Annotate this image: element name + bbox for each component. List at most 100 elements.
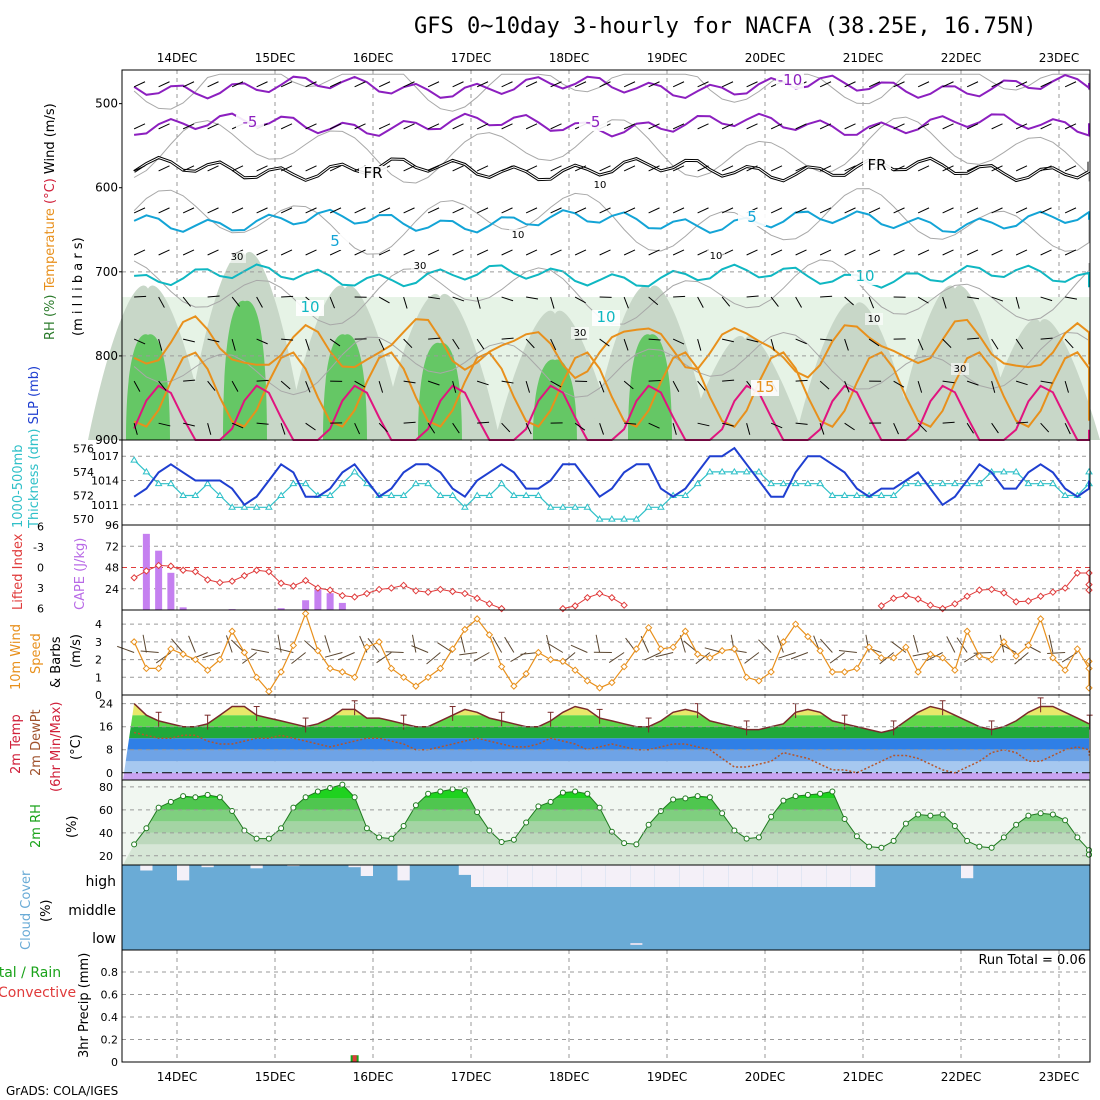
date-label-top: 17DEC xyxy=(451,51,491,65)
wind-speed-marker xyxy=(289,641,298,650)
cloud-high-gap xyxy=(397,865,410,881)
wind-barb xyxy=(623,81,636,88)
wind-ylabel-3: & Barbs xyxy=(49,636,64,688)
cloud-high-gap xyxy=(667,865,680,887)
rh-marker xyxy=(253,835,260,842)
wind-barb xyxy=(966,123,979,130)
wind-barb xyxy=(231,422,244,429)
wind-barb xyxy=(182,165,195,172)
wind-barb xyxy=(623,249,636,256)
wind-barb xyxy=(672,123,685,130)
wind-barb xyxy=(1015,81,1028,88)
wind-barb xyxy=(599,207,611,214)
lifted-index-marker xyxy=(301,576,310,585)
thickness-marker xyxy=(803,479,812,487)
wind-speed-marker xyxy=(1061,666,1069,674)
wind-barb-10m xyxy=(946,636,956,653)
wind-barb xyxy=(746,295,759,298)
wind-speed-marker xyxy=(742,673,751,681)
wind-tick: 1 xyxy=(95,671,102,684)
wind-barb xyxy=(329,81,342,88)
upper-air-panel: -10 -5 -5 FR FR 5 5 10 10 10 15 30 30 30 30 10 10 10 10 500… xyxy=(43,71,1100,447)
wind-speed-marker xyxy=(1036,615,1045,623)
panel-frames xyxy=(121,69,1091,1063)
temp-band xyxy=(123,749,1089,762)
lifted-index-marker xyxy=(1049,588,1057,596)
wind-speed-marker xyxy=(938,654,947,662)
wind-barb xyxy=(917,249,930,256)
wind-barb xyxy=(525,422,532,435)
rh-marker xyxy=(915,811,922,818)
thickness-marker xyxy=(742,467,751,475)
slp-tick: 1017 xyxy=(91,450,119,463)
date-label-top: 21DEC xyxy=(843,51,883,65)
wind-barb xyxy=(1064,422,1071,435)
wind-barb-10m xyxy=(324,652,343,658)
temp-tick: 24 xyxy=(99,698,113,711)
li-ylabel: Lifted Index xyxy=(11,533,26,610)
lifted-index-marker xyxy=(461,589,469,598)
rh-marker xyxy=(731,827,738,834)
wind-tick: 4 xyxy=(95,618,102,631)
rh-marker xyxy=(204,791,211,798)
wind-barb xyxy=(819,165,832,172)
thickness-marker xyxy=(436,491,445,498)
wind-barb xyxy=(770,123,783,130)
wind-barb xyxy=(231,81,244,88)
rh-marker xyxy=(1037,810,1044,817)
wind-barb xyxy=(991,422,999,434)
lifted-index-marker xyxy=(130,574,138,582)
wind-barb-10m xyxy=(595,634,601,653)
wind-barb xyxy=(354,123,366,130)
thickness-marker xyxy=(130,456,139,463)
wind-speed-marker xyxy=(681,627,690,635)
wind-barb xyxy=(868,296,875,309)
wind-barb xyxy=(648,249,660,256)
wind-barb xyxy=(697,422,710,427)
rh-contour-line xyxy=(133,188,1090,255)
thickness-marker xyxy=(938,479,947,487)
lifted-index-marker xyxy=(975,586,984,594)
temp-band xyxy=(123,738,1089,750)
wind-barb xyxy=(721,296,731,307)
contour-label-bg xyxy=(359,166,387,182)
date-label-bottom: 22DEC xyxy=(941,1070,981,1084)
rh-marker xyxy=(829,788,836,795)
thickness-marker xyxy=(534,491,543,498)
wind-barb xyxy=(1040,380,1053,384)
date-label-top: 15DEC xyxy=(255,51,295,65)
cloud-ylabel: Cloud Cover xyxy=(19,870,34,950)
cloud-high-gap xyxy=(801,865,814,887)
wind-barb xyxy=(452,296,465,302)
temp-tick: 8 xyxy=(106,744,113,757)
wind-barb xyxy=(354,207,366,214)
rh-marker xyxy=(584,790,591,797)
wind-barb xyxy=(844,81,856,88)
cloud-high-gap xyxy=(544,865,557,887)
cloud-high-gap xyxy=(471,865,484,887)
wind-barb xyxy=(942,380,955,384)
wind-barb xyxy=(231,380,239,392)
wind-barb xyxy=(452,381,457,393)
rh-marker xyxy=(400,822,407,829)
wind-tick: 3 xyxy=(95,636,102,649)
rh-marker xyxy=(890,837,897,844)
wind-barb xyxy=(550,296,555,309)
wind-barb xyxy=(795,379,808,382)
thickness-marker xyxy=(460,503,469,510)
wind-barb xyxy=(134,295,147,298)
cloud-high-gap xyxy=(177,865,190,881)
wind-barb-10m xyxy=(570,644,588,653)
wind-speed-marker xyxy=(314,647,322,655)
bottom-date-labels: 14DEC 15DEC 16DEC 17DEC 18DEC 19DEC 20DEC 21DEC… xyxy=(157,1070,1079,1084)
wind-barb xyxy=(917,296,929,304)
wind-barb xyxy=(305,81,317,88)
wind-barb xyxy=(574,165,587,172)
wind-barb xyxy=(967,296,980,300)
wind-barb xyxy=(991,381,996,393)
wind-barb xyxy=(893,422,899,435)
wind-barb xyxy=(623,296,629,309)
wind-barb xyxy=(697,207,709,214)
slp-line xyxy=(133,446,1090,507)
